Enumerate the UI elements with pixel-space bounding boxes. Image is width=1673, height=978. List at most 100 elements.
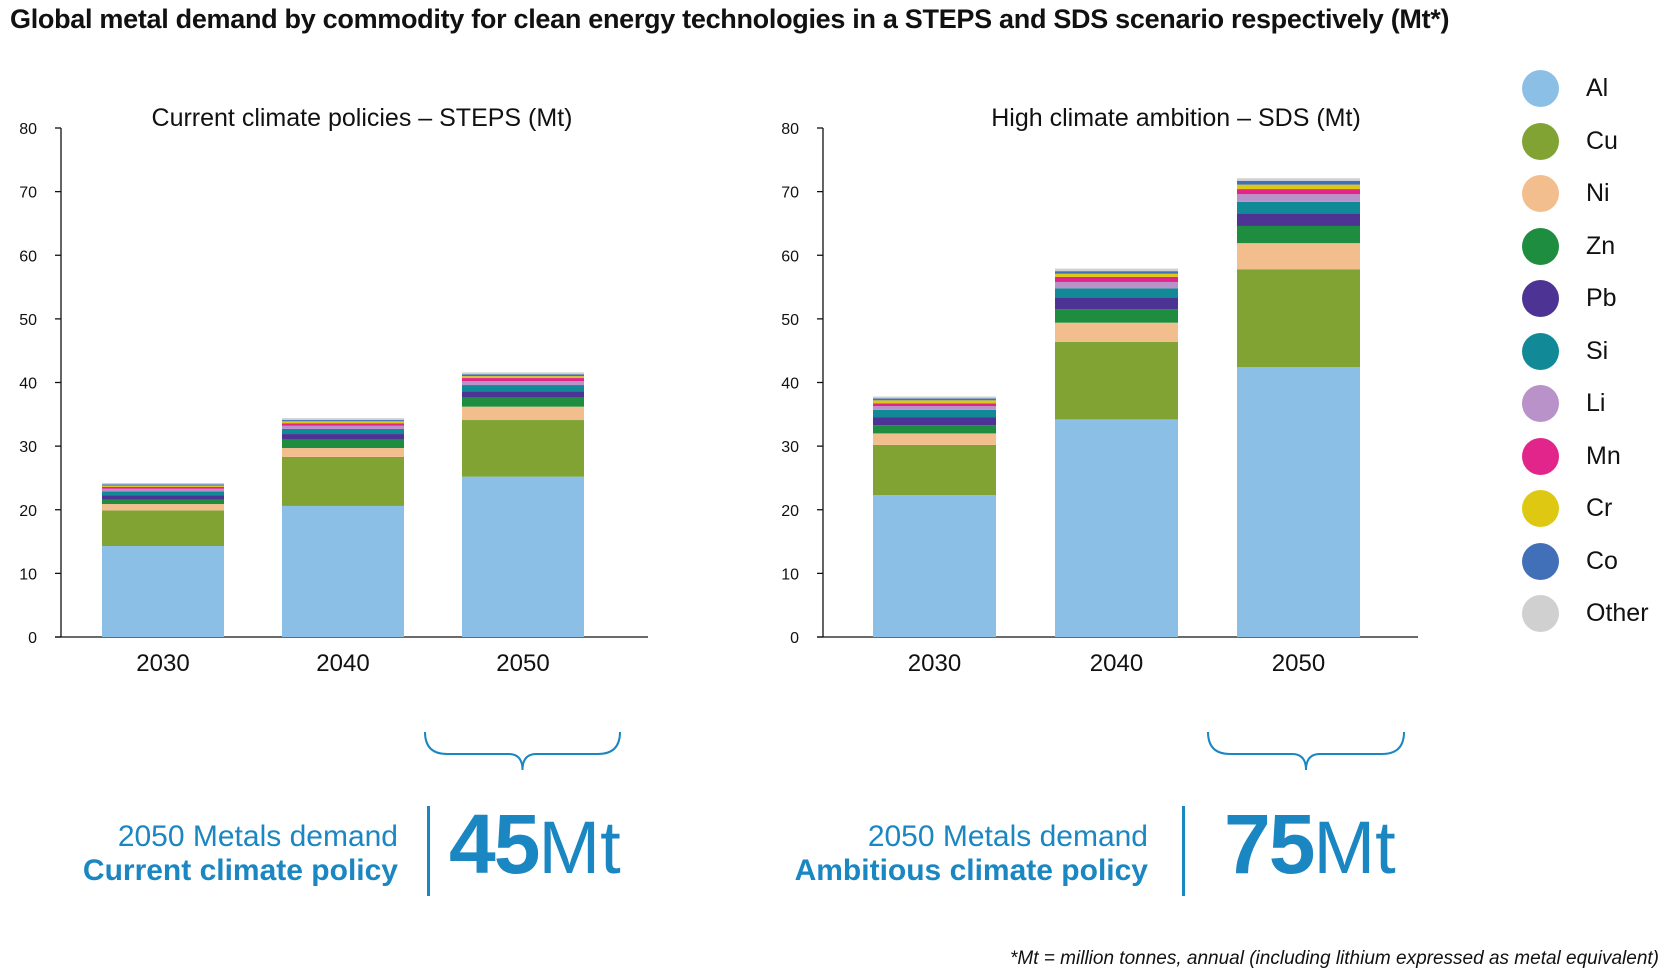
chart-steps-bar-2040-co [282,420,404,422]
chart-sds-bar-2040-si [1055,288,1178,298]
chart-sds-y-tick-label: 10 [781,566,799,583]
legend-label-cr: Cr [1586,494,1613,522]
chart-steps-bar-2030-co [102,484,224,486]
chart-steps-bar-2050-mn [462,378,584,382]
chart-sds-bar-2030-ni [873,433,996,445]
chart-steps-bar-2040-ni [282,448,404,457]
legend-item-cu: Cu [1522,121,1672,161]
chart-sds-bar-2050-li [1237,194,1360,202]
chart-steps-y-tick-label: 30 [19,439,37,456]
chart-sds-y-tick-label: 60 [781,248,799,265]
chart-steps-bar-2030-cu [102,510,224,547]
chart-steps-bar-2030-pb [102,495,224,500]
summary-steps: 2050 Metals demand Current climate polic… [83,820,398,900]
chart-steps-bar-2030-mn [102,486,224,489]
chart-sds-bar-2030-si [873,409,996,418]
legend-label-other: Other [1586,599,1649,627]
chart-sds-bar-2040-mn [1055,276,1178,282]
summary-sds: 2050 Metals demand Ambitious climate pol… [795,820,1148,900]
chart-steps: Current climate policies – STEPS (Mt) 0 10… [19,104,648,771]
summary-sds-line1: 2050 Metals demand [867,820,1148,853]
legend-swatch-co [1522,542,1559,580]
summary-sds-line2: Ambitious climate policy [794,854,1148,887]
legend-item-zn: Zn [1522,226,1672,266]
chart-steps-bar-2050-other [462,372,584,375]
chart-sds-bar-2030-pb [873,417,996,426]
chart-sds-bar-2050-ni [1237,243,1360,270]
legend-label-si: Si [1586,336,1609,365]
legend-item-al: Al [1522,68,1672,108]
chart-steps-y-tick-label: 50 [19,312,37,329]
legend-swatch-pb [1522,280,1559,317]
chart-sds-bar-2050-zn [1237,225,1360,244]
chart-sds-bar-2040-al [1055,419,1178,637]
legend-swatch-si [1522,332,1559,370]
chart-sds: High climate ambition – SDS (Mt)01020304… [781,104,1418,771]
legend-label-pb: Pb [1586,284,1617,312]
chart-sds-y-tick-label: 20 [781,503,799,520]
chart-sds-y-tick-label: 50 [781,312,799,329]
chart-sds-bracket [1207,731,1405,771]
chart-steps-bar-2040-zn [282,439,404,449]
chart-sds-y-tick-label: 80 [781,121,799,138]
legend-item-co: Co [1522,541,1672,581]
chart-steps-x-label-2030: 2030 [136,650,189,677]
chart-steps-bar-2030-li [102,488,224,492]
summary-steps-line2: Current climate policy [82,854,398,887]
summary-steps-line1: 2050 Metals demand [117,820,398,853]
chart-steps-bar-2030-si [102,491,224,496]
legend-item-pb: Pb [1522,278,1672,318]
chart-steps-bar-2040-li [282,425,404,429]
chart-steps-y-tick-label: 20 [19,503,37,520]
chart-sds-bar-2050-co [1237,180,1360,185]
chart-steps-bar-2050-al [462,476,584,637]
legend-label-mn: Mn [1586,441,1621,470]
chart-steps-bar-2050-co [462,374,584,377]
legend-item-mn: Mn [1522,436,1672,476]
chart-sds-bar-2040-li [1055,281,1178,289]
legend-label-al: Al [1586,74,1609,102]
chart-steps-y-tick-label: 10 [19,566,37,583]
chart-sds-bar-2050-cr [1237,184,1360,190]
summary-steps-total: 45Mt [449,796,621,893]
chart-sds-bar-2050-al [1237,367,1360,637]
chart-sds-y-tick-label: 40 [781,376,799,393]
chart-steps-bar-2040-cu [282,456,404,506]
chart-sds-bar-2040-cr [1055,273,1178,277]
chart-steps-y-tick-label: 80 [19,121,37,138]
summary-sds-unit: Mt [1313,806,1396,889]
legend-label-cu: Cu [1586,126,1618,155]
chart-sds-subtitle: High climate ambition – SDS (Mt) [991,104,1361,132]
legend-swatch-mn [1522,437,1559,475]
chart-title: Global metal demand by commodity for cle… [10,4,1450,34]
chart-steps-x-label-2050: 2050 [496,650,549,677]
legend-item-li: Li [1522,383,1672,423]
chart-sds-bar-2040-pb [1055,297,1178,310]
summary-sds-value: 75 [1224,797,1315,891]
chart-steps-bar-2050-cr [462,376,584,379]
chart-steps-bar-2040-al [282,505,404,637]
chart-sds-bar-2030-li [873,406,996,410]
chart-steps-bar-2050-cu [462,420,584,477]
legend-label-li: Li [1586,389,1606,417]
legend-swatch-cu [1522,122,1559,160]
summary-steps-unit: Mt [538,806,621,889]
chart-sds-y-tick-label: 70 [781,185,799,202]
legend-swatch-li [1522,385,1559,422]
chart-steps-bar-2030-zn [102,499,224,505]
chart-steps-y-tick-label: 60 [19,248,37,265]
chart-sds-bar-2040-zn [1055,309,1178,323]
chart-sds-bar-2030-cr [873,400,996,404]
chart-sds-y-tick-label: 0 [790,630,799,647]
chart-steps-bar-2030-al [102,546,224,637]
summary-steps-divider [427,806,430,896]
chart-steps-y-tick-label: 70 [19,185,37,202]
chart-steps-bar-2050-ni [462,406,584,421]
chart-sds-bar-2040-other [1055,268,1178,272]
chart-sds-x-label-2050: 2050 [1272,650,1325,677]
chart-sds-bar-2050-mn [1237,189,1360,195]
legend-swatch-cr [1522,490,1559,527]
chart-steps-bar-2050-pb [462,391,584,398]
chart-steps-y-tick-label: 40 [19,376,37,393]
